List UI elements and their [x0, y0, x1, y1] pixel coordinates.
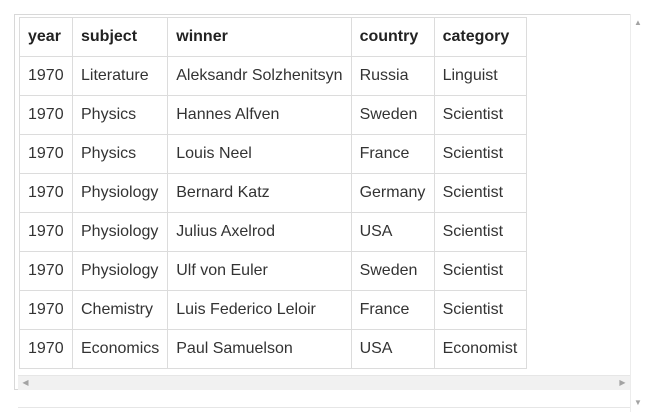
cell-subject: Economics	[71, 329, 169, 369]
scroll-left-icon[interactable]: ◀	[22, 378, 29, 387]
header-category[interactable]: category	[433, 17, 527, 57]
cell-country: Russia	[350, 56, 435, 96]
cell-category: Economist	[433, 329, 527, 369]
cell-category: Scientist	[433, 251, 527, 291]
cell-winner: Aleksandr Solzhenitsyn	[167, 56, 352, 96]
cell-country: France	[350, 290, 435, 330]
header-year[interactable]: year	[19, 17, 73, 57]
data-table: year subject winner country category 197…	[19, 17, 527, 369]
cell-year: 1970	[19, 251, 73, 291]
table-row: 1970 Physics Louis Neel France Scientist	[19, 134, 527, 174]
cell-year: 1970	[19, 329, 73, 369]
scroll-right-icon[interactable]: ▶	[619, 378, 626, 387]
cell-winner: Paul Samuelson	[167, 329, 352, 369]
table-container: year subject winner country category 197…	[14, 14, 630, 390]
cell-year: 1970	[19, 290, 73, 330]
cell-category: Linguist	[433, 56, 527, 96]
cell-winner: Ulf von Euler	[167, 251, 352, 291]
cell-country: Germany	[350, 173, 435, 213]
table-row: 1970 Physiology Ulf von Euler Sweden Sci…	[19, 251, 527, 291]
cell-year: 1970	[19, 212, 73, 252]
vertical-scrollbar[interactable]: ▲ ▼	[630, 14, 645, 412]
header-row: year subject winner country category	[19, 17, 527, 57]
cell-subject: Physics	[71, 95, 169, 135]
cell-winner: Bernard Katz	[167, 173, 352, 213]
table-row: 1970 Physiology Julius Axelrod USA Scien…	[19, 212, 527, 252]
scroll-up-icon[interactable]: ▲	[634, 18, 642, 27]
cell-category: Scientist	[433, 95, 527, 135]
cell-category: Scientist	[433, 212, 527, 252]
cell-subject: Chemistry	[71, 290, 169, 330]
cell-year: 1970	[19, 95, 73, 135]
cell-country: Sweden	[350, 95, 435, 135]
header-winner[interactable]: winner	[167, 17, 352, 57]
cell-winner: Hannes Alfven	[167, 95, 352, 135]
cell-category: Scientist	[433, 173, 527, 213]
horizontal-scrollbar[interactable]: ◀ ▶	[18, 375, 630, 390]
cell-winner: Louis Neel	[167, 134, 352, 174]
cell-country: USA	[350, 329, 435, 369]
cell-year: 1970	[19, 56, 73, 96]
header-country[interactable]: country	[350, 17, 435, 57]
cell-country: Sweden	[350, 251, 435, 291]
cell-winner: Luis Federico Leloir	[167, 290, 352, 330]
table-row: 1970 Economics Paul Samuelson USA Econom…	[19, 329, 527, 369]
cell-year: 1970	[19, 173, 73, 213]
cell-country: France	[350, 134, 435, 174]
table-row: 1970 Literature Aleksandr Solzhenitsyn R…	[19, 56, 527, 96]
cell-subject: Physiology	[71, 251, 169, 291]
cell-subject: Physiology	[71, 173, 169, 213]
cell-category: Scientist	[433, 134, 527, 174]
cell-subject: Physics	[71, 134, 169, 174]
cell-subject: Literature	[71, 56, 169, 96]
divider	[18, 407, 630, 408]
cell-winner: Julius Axelrod	[167, 212, 352, 252]
table-row: 1970 Physics Hannes Alfven Sweden Scient…	[19, 95, 527, 135]
table-row: 1970 Physiology Bernard Katz Germany Sci…	[19, 173, 527, 213]
header-subject[interactable]: subject	[71, 17, 169, 57]
scroll-down-icon[interactable]: ▼	[634, 398, 642, 407]
cell-country: USA	[350, 212, 435, 252]
cell-subject: Physiology	[71, 212, 169, 252]
table-row: 1970 Chemistry Luis Federico Leloir Fran…	[19, 290, 527, 330]
cell-year: 1970	[19, 134, 73, 174]
cell-category: Scientist	[433, 290, 527, 330]
